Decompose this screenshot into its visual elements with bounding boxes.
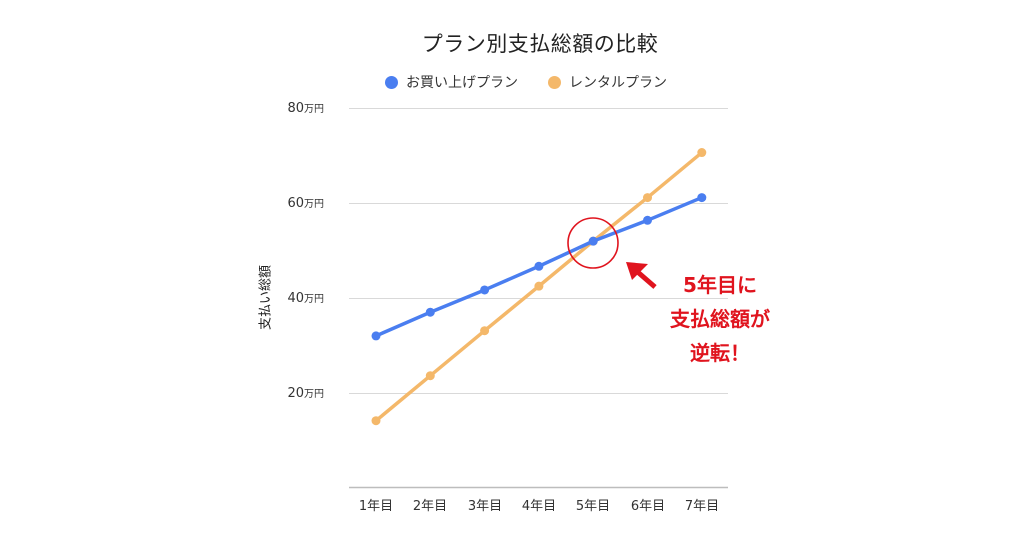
chart-title: プラン別支払総額の比較 [421, 32, 659, 56]
data-point[interactable] [643, 193, 652, 203]
data-point[interactable] [371, 416, 381, 426]
data-point[interactable] [697, 193, 707, 203]
data-point[interactable] [425, 307, 435, 317]
data-point[interactable] [534, 261, 544, 271]
data-point[interactable] [643, 215, 652, 225]
y-tick-label: 80万円 [287, 101, 324, 116]
legend-dot-icon [385, 75, 398, 89]
data-point[interactable] [480, 285, 490, 295]
series-layer [371, 148, 707, 426]
gridlines [349, 108, 728, 394]
x-tick-label: 1年目 [358, 499, 394, 514]
legend-label: お買い上げプラン [406, 75, 518, 91]
legend-dot-icon [548, 75, 561, 89]
annotation-line: 支払総額が [670, 307, 770, 331]
highlight-circle [567, 217, 619, 269]
data-point[interactable] [534, 281, 544, 291]
data-point[interactable] [371, 331, 381, 341]
arrow-icon [626, 262, 657, 289]
annotation-line: 逆転！ [690, 341, 750, 365]
annotation-text: 5年目に 支払総額が 逆転！ [640, 268, 800, 370]
chart-legend: お買い上げプラン レンタルプラン [385, 72, 667, 92]
legend-item-purchase[interactable]: お買い上げプラン [385, 72, 518, 92]
data-point[interactable] [697, 148, 707, 158]
legend-item-rental[interactable]: レンタルプラン [548, 72, 667, 92]
x-tick-label: 6年目 [630, 499, 666, 514]
annotation-line: 5年目に [683, 273, 757, 297]
data-point[interactable] [480, 326, 490, 336]
legend-label: レンタルプラン [569, 75, 667, 91]
y-tick-label: 60万円 [287, 196, 324, 211]
x-tick-label: 5年目 [575, 499, 611, 514]
data-point[interactable] [588, 236, 598, 246]
x-tick-label: 2年目 [412, 499, 448, 514]
y-tick-label: 40万円 [287, 291, 324, 306]
x-tick-label: 7年目 [684, 499, 720, 514]
x-tick-label: 4年目 [521, 499, 557, 514]
x-tick-label: 3年目 [467, 499, 503, 514]
data-point[interactable] [425, 371, 435, 381]
y-tick-label: 20万円 [287, 386, 324, 401]
